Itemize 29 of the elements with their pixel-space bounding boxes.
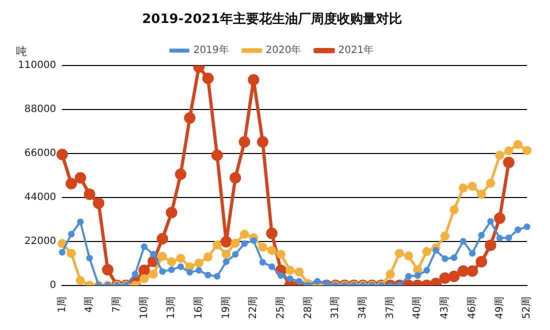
x-tick-label: 16周	[193, 296, 204, 320]
legend-label: 2021年	[338, 44, 374, 56]
y-tick-label: 44000	[24, 192, 56, 203]
y-axis-title: 吨	[16, 44, 27, 58]
x-tick-label: 49周	[494, 296, 506, 320]
x-tick-label: 19周	[220, 296, 232, 320]
y-tick-label: 110000	[18, 60, 56, 72]
x-tick-label: 43周	[440, 296, 451, 320]
x-tick-label: 52周	[522, 296, 533, 320]
x-tick-label: 28周	[302, 296, 314, 320]
x-tick-label: 25周	[276, 296, 287, 320]
y-tick-label: 22000	[24, 236, 56, 247]
y-tick-label: 88000	[24, 104, 56, 116]
x-tick-label: 31周	[330, 296, 342, 320]
x-tick-label: 40周	[412, 296, 424, 320]
x-tick-label: 13周	[166, 296, 178, 320]
x-tick-label: 7周	[111, 296, 122, 313]
legend-label: 2020年	[266, 44, 302, 56]
x-tick-label: 46周	[466, 296, 478, 320]
x-tick-label: 4周	[84, 296, 96, 313]
x-tick-label: 22周	[248, 296, 260, 320]
x-tick-label: 1周	[56, 296, 68, 313]
y-tick-label: 0	[50, 280, 56, 291]
y-tick-label: 66000	[24, 148, 56, 160]
x-tick-label: 37周	[384, 296, 396, 320]
x-tick-label: 34周	[358, 296, 369, 320]
chart-title: 2019-2021年主要花生油厂周度收购量对比	[142, 11, 402, 28]
legend-label: 2019年	[193, 44, 229, 56]
x-tick-label: 10周	[138, 296, 150, 320]
